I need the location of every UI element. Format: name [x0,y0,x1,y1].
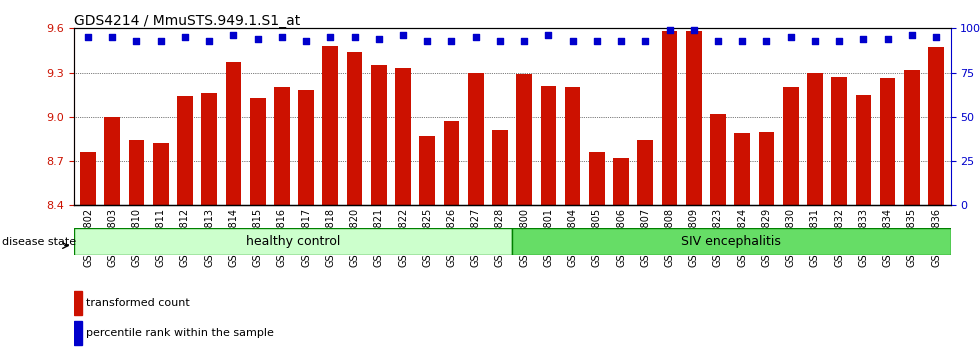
Point [710,38,726,44]
Point [589,38,605,44]
Text: SIV encephalitis: SIV encephalitis [681,235,781,248]
Bar [201,93,217,205]
Bar [80,152,96,205]
Bar [177,96,193,205]
Bar [419,136,435,205]
Bar [783,87,799,205]
Bar [128,141,144,205]
Point [734,38,750,44]
Bar [74,321,82,346]
Bar [904,70,919,205]
Point [759,38,774,44]
Bar [710,114,726,205]
Bar [105,117,121,205]
Bar [492,130,508,205]
Point [831,38,847,44]
Point [105,34,121,40]
Point [613,38,629,44]
Point [419,38,435,44]
Text: percentile rank within the sample: percentile rank within the sample [86,328,273,338]
Bar [856,95,871,205]
Point [250,36,266,42]
Bar [662,31,677,205]
Point [444,38,460,44]
Bar [467,73,483,205]
Bar [808,73,823,205]
Bar [613,158,629,205]
Bar [512,228,951,255]
Point [928,34,944,40]
Text: GDS4214 / MmuSTS.949.1.S1_at: GDS4214 / MmuSTS.949.1.S1_at [74,14,300,28]
Point [880,36,896,42]
Point [347,34,363,40]
Bar [347,52,363,205]
Point [153,38,169,44]
Bar [516,74,532,205]
Point [225,33,241,38]
Bar [589,152,605,205]
Point [541,33,557,38]
Bar [759,132,774,205]
Point [395,33,411,38]
Point [371,36,387,42]
Point [177,34,193,40]
Point [856,36,871,42]
Bar [734,133,750,205]
Point [298,38,314,44]
Point [516,38,532,44]
Bar [74,228,512,255]
Bar [880,79,896,205]
Point [274,34,290,40]
Point [783,34,799,40]
Bar [370,65,387,205]
Bar [225,62,241,205]
Point [808,38,823,44]
Point [904,33,919,38]
Bar [928,47,944,205]
Point [564,38,580,44]
Text: transformed count: transformed count [86,298,189,308]
Bar [250,98,266,205]
Bar [831,77,847,205]
Bar [395,68,411,205]
Bar [74,291,82,315]
Text: healthy control: healthy control [246,235,340,248]
Bar [541,86,557,205]
Point [686,27,702,33]
Point [492,38,508,44]
Point [637,38,653,44]
Point [322,34,338,40]
Bar [153,143,169,205]
Point [80,34,96,40]
Bar [637,141,654,205]
Text: disease state: disease state [2,238,76,247]
Point [467,34,483,40]
Point [128,38,144,44]
Bar [686,31,702,205]
Point [201,38,217,44]
Bar [322,46,338,205]
Point [662,27,677,33]
Bar [274,87,290,205]
Bar [564,87,580,205]
Bar [444,121,460,205]
Bar [298,90,314,205]
